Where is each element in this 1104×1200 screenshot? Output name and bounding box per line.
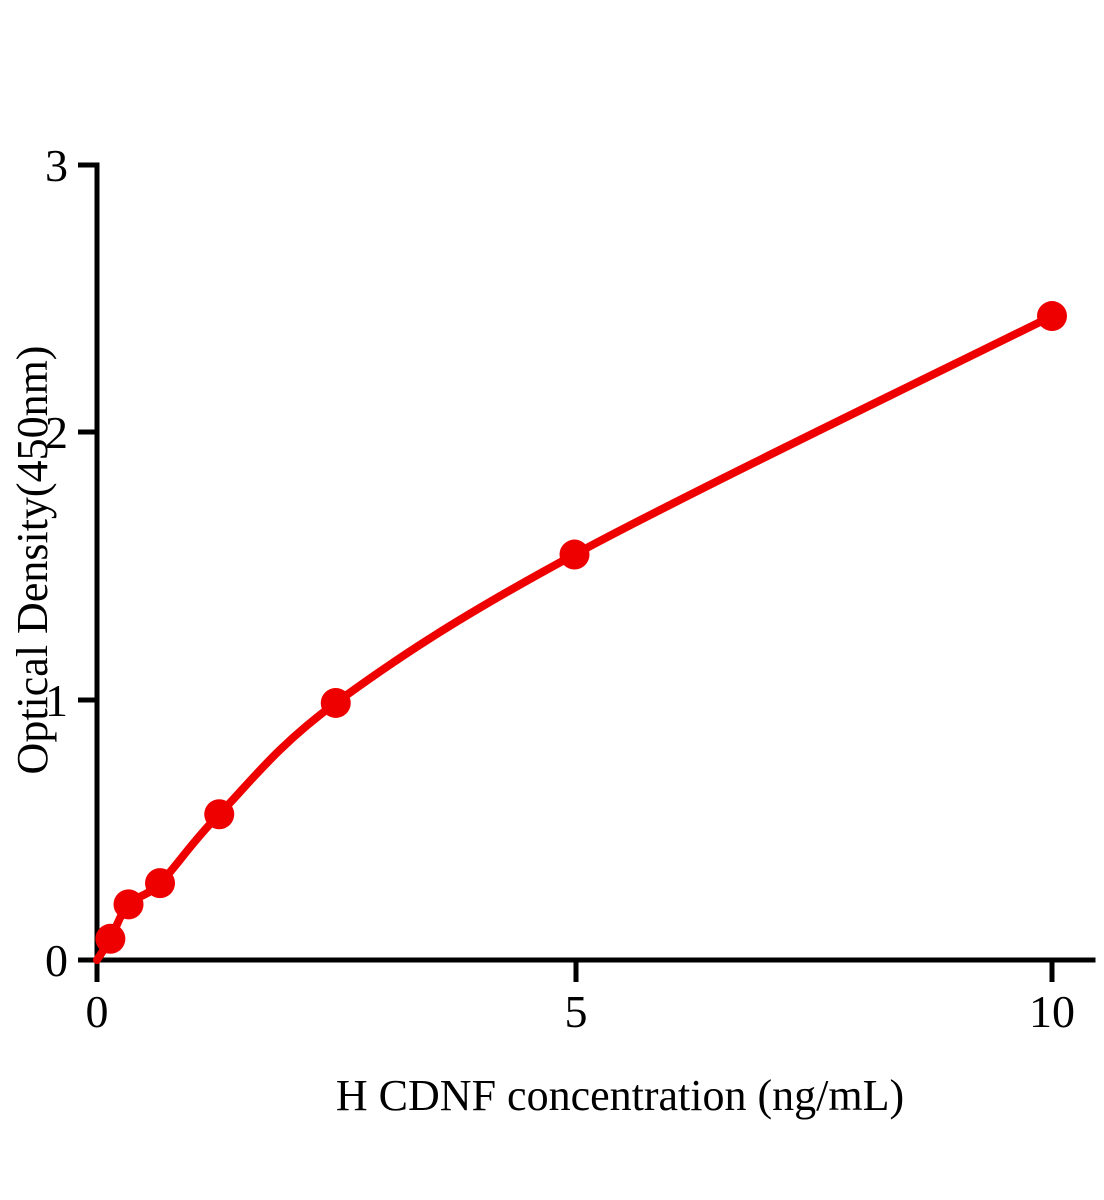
- x-tick-labels: 0 5 10: [86, 986, 1076, 1037]
- data-point-marker[interactable]: [204, 799, 235, 830]
- x-tick-label-0: 0: [86, 986, 109, 1037]
- x-tick-marks: [94, 960, 1055, 982]
- data-point-marker[interactable]: [145, 868, 176, 899]
- axes-group: [94, 162, 1096, 963]
- x-tick-label-5: 5: [565, 986, 588, 1037]
- y-axis-title: Optical Density(450nm): [8, 346, 57, 775]
- y-tick-marks: [78, 162, 97, 963]
- data-point-marker[interactable]: [320, 687, 351, 718]
- y-tick-label-2: 2: [45, 407, 68, 458]
- y-tick-label-0: 0: [45, 935, 68, 986]
- y-tick-labels: 3 2 1 0: [45, 140, 68, 986]
- data-point-marker[interactable]: [1037, 301, 1067, 332]
- data-point-marker[interactable]: [559, 539, 590, 570]
- y-tick-label-1: 1: [45, 675, 68, 726]
- y-tick-label-3: 3: [45, 140, 68, 191]
- data-point-marker[interactable]: [113, 889, 144, 920]
- x-tick-label-10: 10: [1029, 986, 1075, 1037]
- series-line: [93, 312, 1056, 964]
- data-point-marker[interactable]: [95, 923, 126, 954]
- x-axis-title: H CDNF concentration (ng/mL): [336, 1071, 904, 1120]
- data-series-layer: [93, 301, 1067, 964]
